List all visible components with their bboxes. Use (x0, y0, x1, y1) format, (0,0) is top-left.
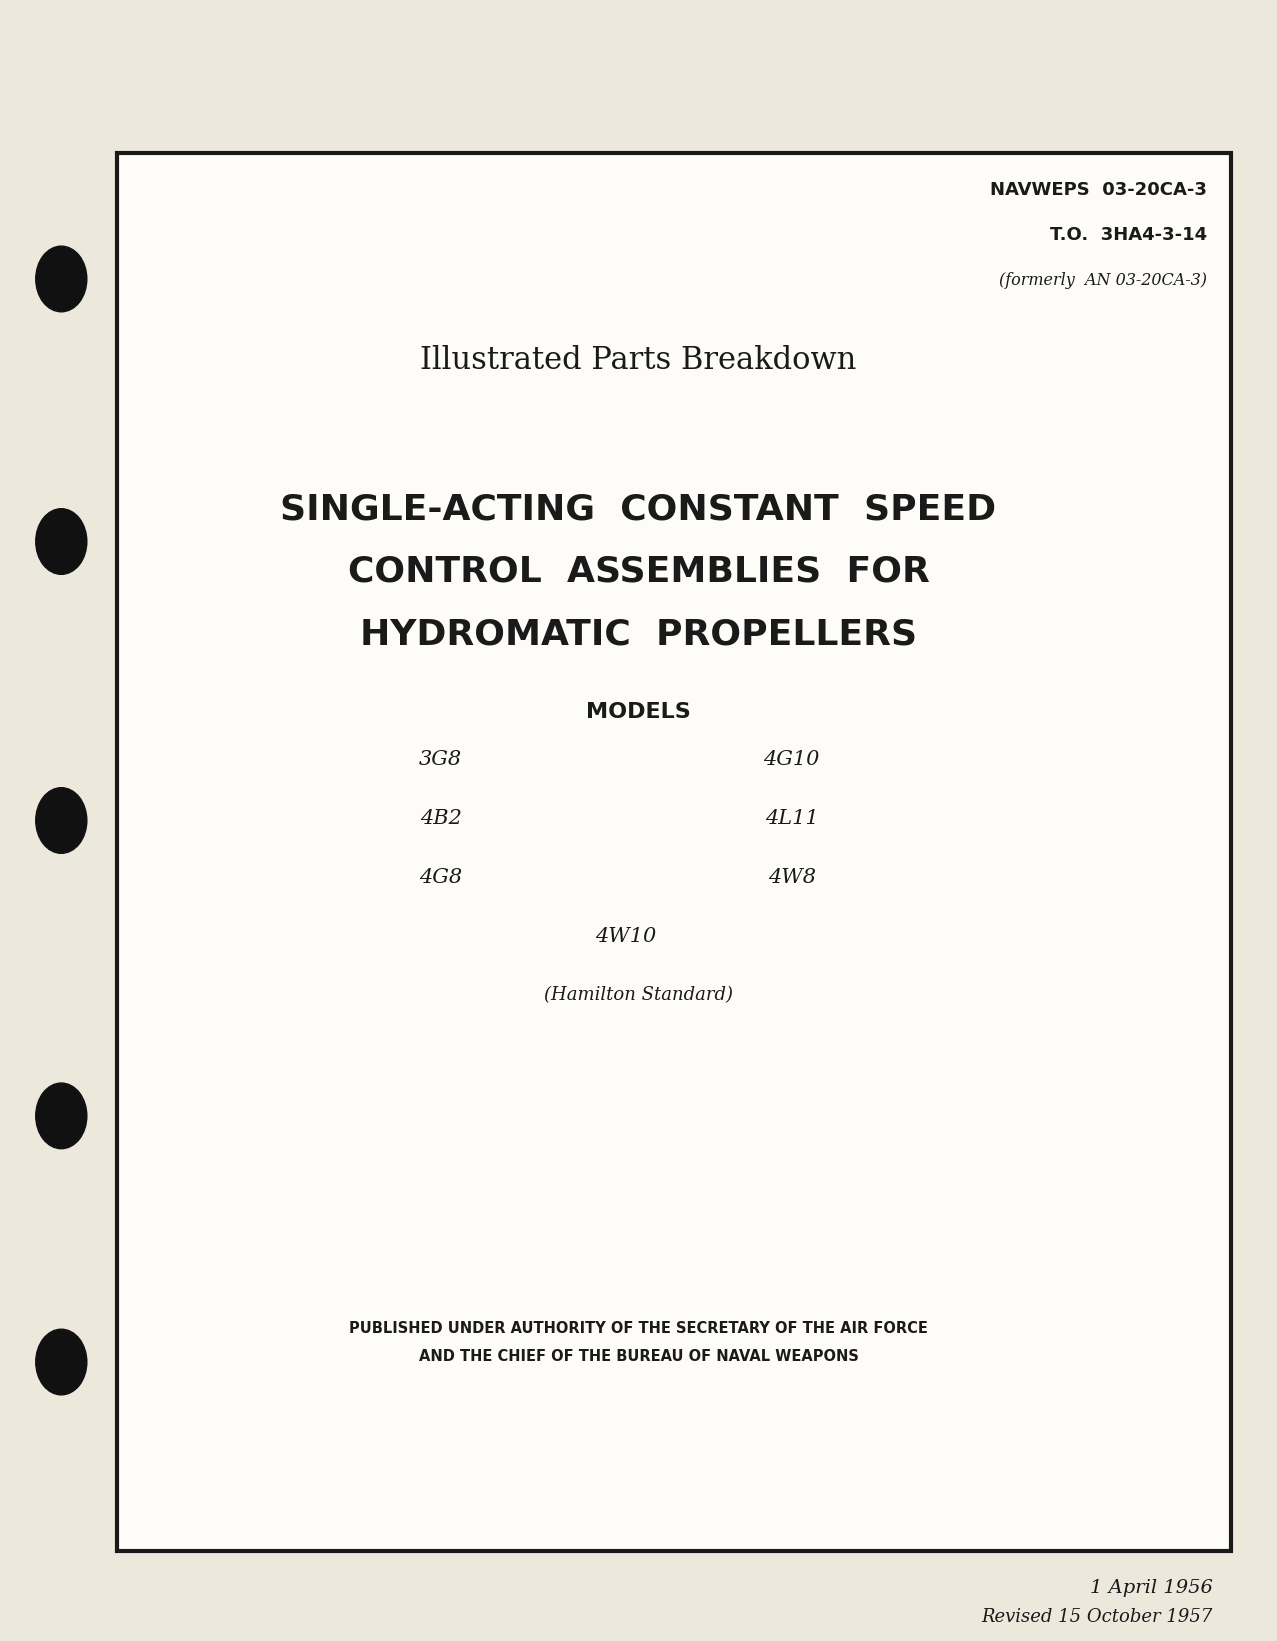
Text: T.O.  3HA4-3-14: T.O. 3HA4-3-14 (1050, 226, 1207, 245)
Text: 4L11: 4L11 (765, 809, 819, 829)
Text: 4B2: 4B2 (420, 809, 461, 829)
Text: (Hamilton Standard): (Hamilton Standard) (544, 986, 733, 1004)
Text: 4W10: 4W10 (595, 927, 656, 947)
Text: HYDROMATIC  PROPELLERS: HYDROMATIC PROPELLERS (360, 617, 917, 651)
FancyBboxPatch shape (117, 153, 1231, 1551)
Text: (formerly  AN 03-20CA-3): (formerly AN 03-20CA-3) (999, 272, 1207, 289)
Text: CONTROL  ASSEMBLIES  FOR: CONTROL ASSEMBLIES FOR (347, 555, 930, 589)
Text: AND THE CHIEF OF THE BUREAU OF NAVAL WEAPONS: AND THE CHIEF OF THE BUREAU OF NAVAL WEA… (419, 1349, 858, 1364)
Circle shape (36, 1083, 87, 1149)
Text: 4G8: 4G8 (419, 868, 462, 888)
Circle shape (36, 509, 87, 574)
Text: PUBLISHED UNDER AUTHORITY OF THE SECRETARY OF THE AIR FORCE: PUBLISHED UNDER AUTHORITY OF THE SECRETA… (349, 1321, 928, 1336)
Circle shape (36, 246, 87, 312)
Text: NAVWEPS  03-20CA-3: NAVWEPS 03-20CA-3 (990, 181, 1207, 199)
Text: 1 April 1956: 1 April 1956 (1091, 1579, 1213, 1597)
Text: 4G10: 4G10 (764, 750, 820, 770)
Circle shape (36, 788, 87, 853)
Text: 3G8: 3G8 (419, 750, 462, 770)
Text: MODELS: MODELS (586, 702, 691, 722)
Circle shape (36, 1329, 87, 1395)
Text: 4W8: 4W8 (767, 868, 816, 888)
Text: Illustrated Parts Breakdown: Illustrated Parts Breakdown (420, 345, 857, 376)
Text: Revised 15 October 1957: Revised 15 October 1957 (982, 1608, 1213, 1626)
Text: SINGLE-ACTING  CONSTANT  SPEED: SINGLE-ACTING CONSTANT SPEED (281, 492, 996, 527)
